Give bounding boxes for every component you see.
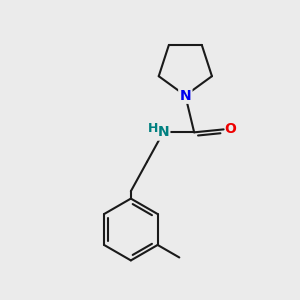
- Text: O: O: [224, 122, 236, 136]
- Text: N: N: [179, 88, 191, 103]
- Text: H: H: [148, 122, 158, 135]
- Text: N: N: [158, 125, 169, 139]
